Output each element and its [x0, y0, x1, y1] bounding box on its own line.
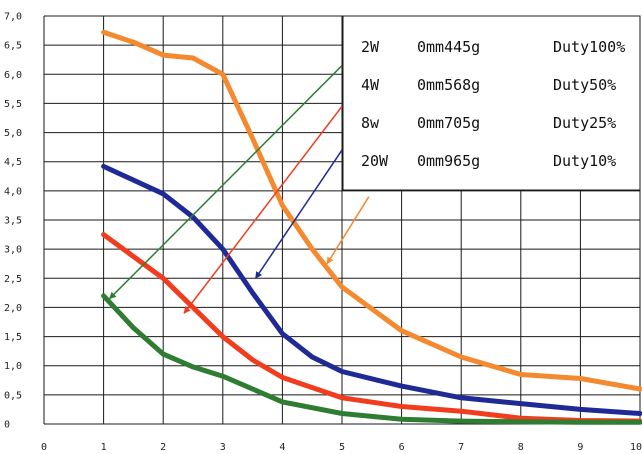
x-tick-label: 7 [458, 442, 464, 453]
y-tick-label: 2,0 [4, 303, 22, 314]
y-tick-label: 0,5 [4, 390, 22, 401]
legend-power: 4W [361, 76, 380, 94]
y-tick-label: 5,0 [4, 128, 22, 139]
y-tick-label: 3,5 [4, 216, 22, 227]
legend-spec: 0mm445g [417, 38, 480, 56]
series-group [101, 29, 642, 425]
y-tick-label: 0 [4, 420, 10, 431]
y-tick-label: 5,5 [4, 99, 22, 110]
y-tick-label: 3,0 [4, 245, 22, 256]
annotation-arrow-3 [326, 196, 370, 265]
legend-duty: Duty10% [553, 152, 616, 170]
legend: 2W 0mm445g Duty100% 4W 0mm568g Duty50% 8w 0mm70… [342, 15, 641, 191]
legend-spec: 0mm705g [417, 114, 480, 132]
y-tick-label: 1,5 [4, 332, 22, 343]
annotation-arrow-0 [109, 65, 343, 300]
y-tick-label: 6,0 [4, 70, 22, 81]
x-tick-label: 2 [160, 442, 166, 453]
x-tick-label: 4 [279, 442, 285, 453]
y-tick-label: 7,0 [4, 12, 22, 23]
legend-power: 8w [361, 114, 380, 132]
y-tick-label: 2,5 [4, 274, 22, 285]
tick-labels: 0 0,5 1,0 1,5 2,0 2,5 3,0 3,5 4,0 4,5 5,0 5,5 6,0 6,5… [4, 12, 642, 454]
x-tick-label: 5 [339, 442, 345, 453]
series-line-3 [101, 293, 642, 425]
legend-duty: Duty100% [553, 38, 625, 56]
annotation-arrow-2 [254, 149, 343, 279]
x-tick-label: 1 [101, 442, 107, 453]
y-tick-label: 1,0 [4, 361, 22, 372]
annotation-arrow-1 [183, 105, 343, 314]
y-tick-label: 6,5 [4, 41, 22, 52]
legend-spec: 0mm568g [417, 76, 480, 94]
x-tick-label: 6 [399, 442, 405, 453]
y-tick-label: 4,0 [4, 186, 22, 197]
series-line-2 [101, 232, 642, 424]
series-line-0 [101, 29, 642, 392]
x-tick-label: 8 [518, 442, 524, 453]
x-tick-label: 3 [220, 442, 226, 453]
legend-duty: Duty25% [553, 114, 616, 132]
legend-spec: 0mm965g [417, 152, 480, 170]
annotation-arrows [109, 65, 370, 314]
x-tick-label: 0 [41, 442, 47, 453]
legend-power: 20W [361, 152, 389, 170]
legend-duty: Duty50% [553, 76, 616, 94]
y-tick-label: 4,5 [4, 157, 22, 168]
legend-box [342, 15, 641, 191]
x-tick-label: 10 [630, 442, 642, 453]
series-line-1 [101, 163, 642, 416]
x-tick-label: 9 [577, 442, 583, 453]
legend-power: 2W [361, 38, 380, 56]
